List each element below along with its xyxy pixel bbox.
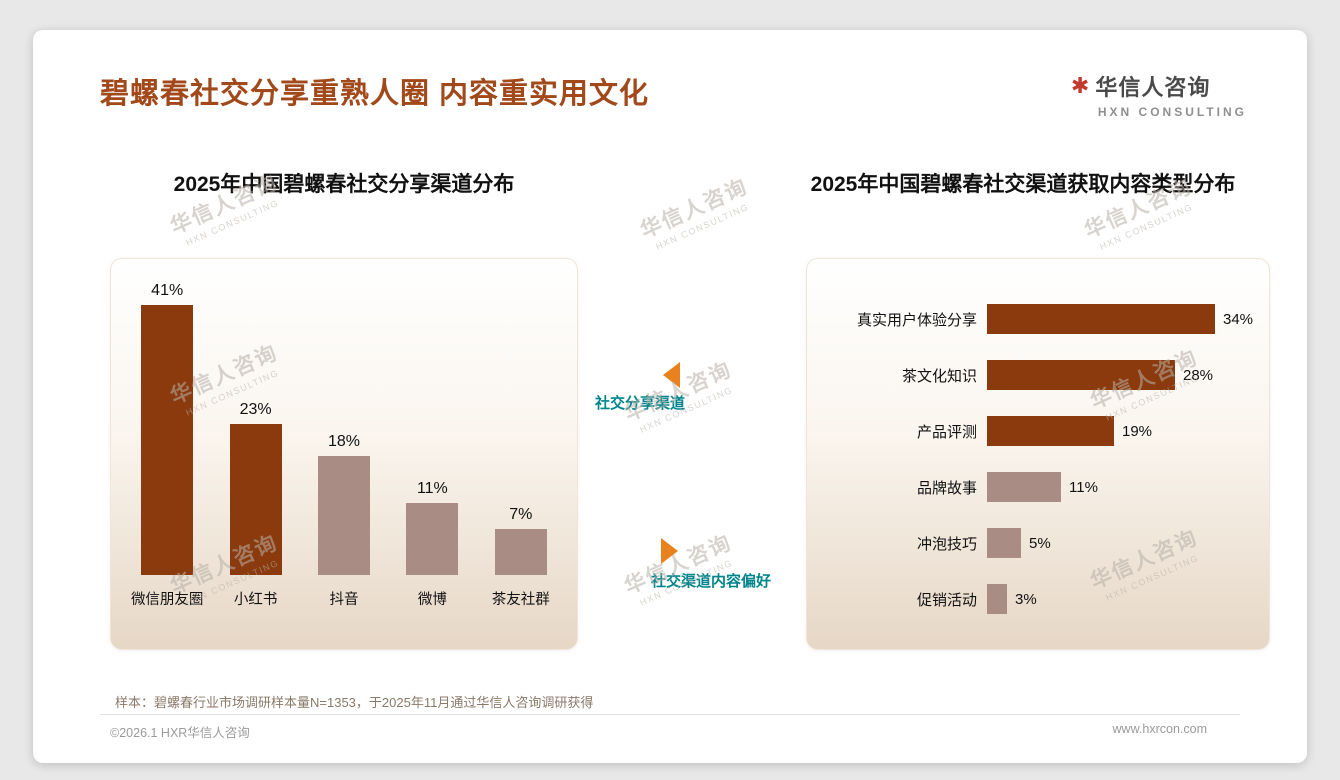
arrow-right-icon <box>661 538 678 564</box>
right-marker-label: 社交渠道内容偏好 <box>651 573 772 590</box>
bar-category-label: 抖音 <box>329 592 359 608</box>
bar-category-label: 茶文化知识 <box>901 367 977 385</box>
sample-note: 样本：碧螺春行业市场调研样本量N=1353，于2025年11月通过华信人咨询调研… <box>115 695 594 710</box>
bar <box>987 528 1021 558</box>
page-title: 碧螺春社交分享重熟人圈 内容重实用文化 <box>100 78 650 110</box>
vbar-column: 41% 微信朋友圈 <box>123 282 211 649</box>
bar-category-label: 真实用户体验分享 <box>856 311 977 329</box>
hbar-row: 产品评测 19% <box>815 416 1259 446</box>
header: 碧螺春社交分享重熟人圈 内容重实用文化 ✱ 华信人咨询 HXN CONSULTI… <box>100 70 1247 120</box>
left-chart-marker: 社交分享渠道 <box>593 362 753 413</box>
bar-value-label: 34% <box>1223 310 1254 328</box>
arrow-left-icon <box>663 362 680 388</box>
bar-category-label: 微博 <box>417 592 447 608</box>
horizontal-bars: 真实用户体验分享 34% 茶文化知识 28% 产品评测 19% 品牌故事 11% 冲泡技巧 5% 促… <box>807 259 1269 649</box>
bar-value-label: 11% <box>416 480 448 497</box>
vbar-column: 18% 抖音 <box>300 433 388 649</box>
bar <box>494 529 547 575</box>
left-marker-label: 社交分享渠道 <box>595 395 686 412</box>
hbar-row: 茶文化知识 28% <box>815 360 1259 390</box>
bar-category-label: 促销活动 <box>916 591 977 609</box>
bar-value-label: 18% <box>327 433 360 450</box>
bar-value-label: 28% <box>1183 366 1214 384</box>
footer: ©2026.1 HXR华信人咨询 www.hxrcon.com <box>110 722 1207 741</box>
bar-value-label: 23% <box>239 401 272 418</box>
logo-text-en: HXN CONSULTING <box>1097 105 1247 119</box>
bar-value-label: 11% <box>1069 478 1098 496</box>
logo-text-cn: 华信人咨询 <box>1095 75 1211 100</box>
left-chart-title: 2025年中国碧螺春社交分享渠道分布 <box>173 173 515 196</box>
bar <box>987 304 1215 334</box>
bar <box>317 456 370 575</box>
right-chart-marker: 社交渠道内容偏好 <box>627 538 827 591</box>
vbar-column: 7% 茶友社群 <box>477 506 565 649</box>
bar <box>141 305 194 575</box>
hbar-row: 真实用户体验分享 34% <box>815 304 1259 334</box>
bar-category-label: 品牌故事 <box>916 479 977 497</box>
slide-card: 华信人咨询 HXN CONSULTING 华信人咨询 HXN CONSULTING … <box>33 30 1307 763</box>
company-logo: ✱ 华信人咨询 HXN CONSULTING <box>1070 70 1247 120</box>
bar <box>229 424 282 575</box>
bar <box>406 503 459 575</box>
vbar-column: 23% 小红书 <box>211 401 299 649</box>
bar-value-label: 41% <box>151 282 184 299</box>
bar-value-label: 3% <box>1015 590 1037 608</box>
bar-value-label: 7% <box>509 506 533 523</box>
hbar-row: 冲泡技巧 5% <box>815 528 1259 558</box>
bar-category-label: 冲泡技巧 <box>916 535 977 553</box>
footer-website[interactable]: www.hxrcon.com <box>1112 722 1207 736</box>
bar <box>987 360 1175 390</box>
vertical-bar-chart-panel: 41% 微信朋友圈 23% 小红书 18% 抖音 11% 微博 7% 茶友社群 <box>110 258 578 650</box>
bar <box>987 472 1061 502</box>
bar-category-label: 微信朋友圈 <box>130 592 204 608</box>
hbar-row: 促销活动 3% <box>815 584 1259 614</box>
bar <box>987 584 1007 614</box>
hbar-row: 品牌故事 11% <box>815 472 1259 502</box>
vertical-bars: 41% 微信朋友圈 23% 小红书 18% 抖音 11% 微博 7% 茶友社群 <box>123 259 565 649</box>
horizontal-bar-chart-panel: 真实用户体验分享 34% 茶文化知识 28% 产品评测 19% 品牌故事 11% 冲泡技巧 5% 促… <box>806 258 1270 650</box>
bar-category-label: 小红书 <box>233 592 278 608</box>
bar-value-label: 5% <box>1029 534 1051 552</box>
bar-value-label: 19% <box>1122 422 1153 440</box>
bar-category-label: 茶友社群 <box>491 592 550 608</box>
logo-flower-icon: ✱ <box>1070 73 1090 98</box>
bar <box>987 416 1114 446</box>
footer-divider <box>100 714 1240 715</box>
bar-category-label: 产品评测 <box>916 423 977 441</box>
right-chart-title: 2025年中国碧螺春社交渠道获取内容类型分布 <box>810 173 1236 196</box>
vbar-column: 11% 微博 <box>388 480 476 649</box>
watermark: 华信人咨询 HXN CONSULTING <box>637 174 752 252</box>
footer-copyright: ©2026.1 HXR华信人咨询 <box>110 726 250 740</box>
